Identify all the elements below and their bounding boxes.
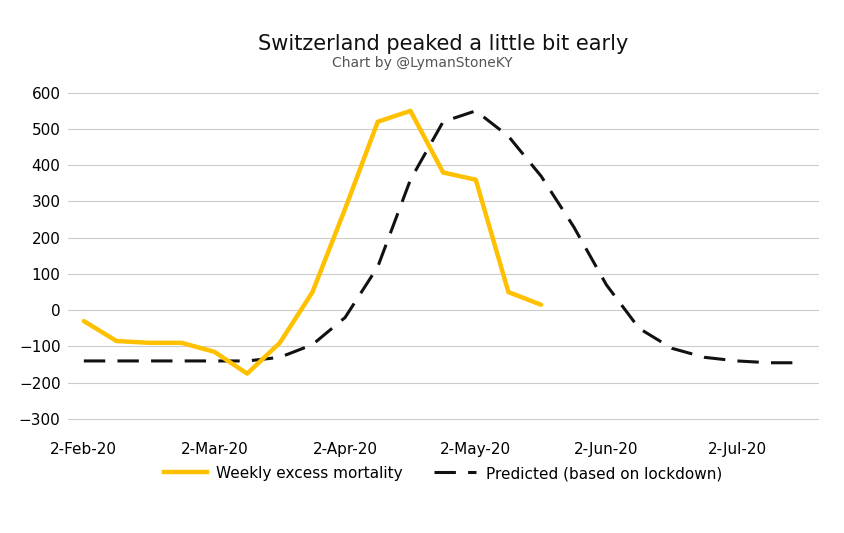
Title: Switzerland peaked a little bit early: Switzerland peaked a little bit early (258, 34, 628, 54)
Text: Chart by @LymanStoneKY: Chart by @LymanStoneKY (332, 56, 512, 70)
Legend: Weekly excess mortality, Predicted (based on lockdown): Weekly excess mortality, Predicted (base… (159, 460, 728, 487)
